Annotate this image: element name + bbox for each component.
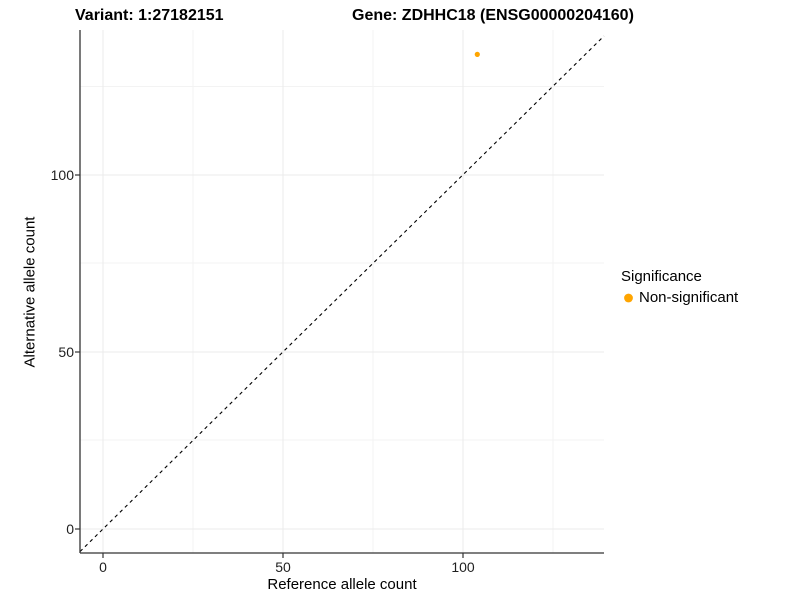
- x-tick-label-50: 50: [275, 559, 291, 575]
- legend-point-icon: [624, 293, 633, 303]
- major-gridlines: [80, 30, 604, 553]
- y-tick-label-100: 100: [50, 167, 74, 183]
- legend-item-non-significant: Non-significant: [621, 289, 738, 306]
- tick-marks: [75, 174, 464, 558]
- data-point-non-significant: [474, 51, 480, 58]
- legend-item-label: Non-significant: [639, 289, 739, 306]
- x-axis-title: Reference allele count: [267, 576, 417, 593]
- minor-gridlines: [80, 30, 604, 553]
- axis-lines: [79, 30, 604, 554]
- y-tick-label-0: 0: [66, 521, 74, 537]
- x-tick-label-0: 0: [99, 559, 107, 575]
- legend-title: Significance: [621, 268, 702, 285]
- gene-title: Gene: ZDHHC18 (ENSG00000204160): [352, 7, 634, 24]
- y-tick-label-50: 50: [58, 344, 74, 360]
- x-tick-label-100: 100: [451, 559, 475, 575]
- legend: Significance Non-significant: [621, 268, 738, 306]
- y-axis-title: Alternative allele count: [21, 216, 39, 368]
- variant-title: Variant: 1:27182151: [75, 7, 224, 24]
- identity-line: [79, 35, 605, 552]
